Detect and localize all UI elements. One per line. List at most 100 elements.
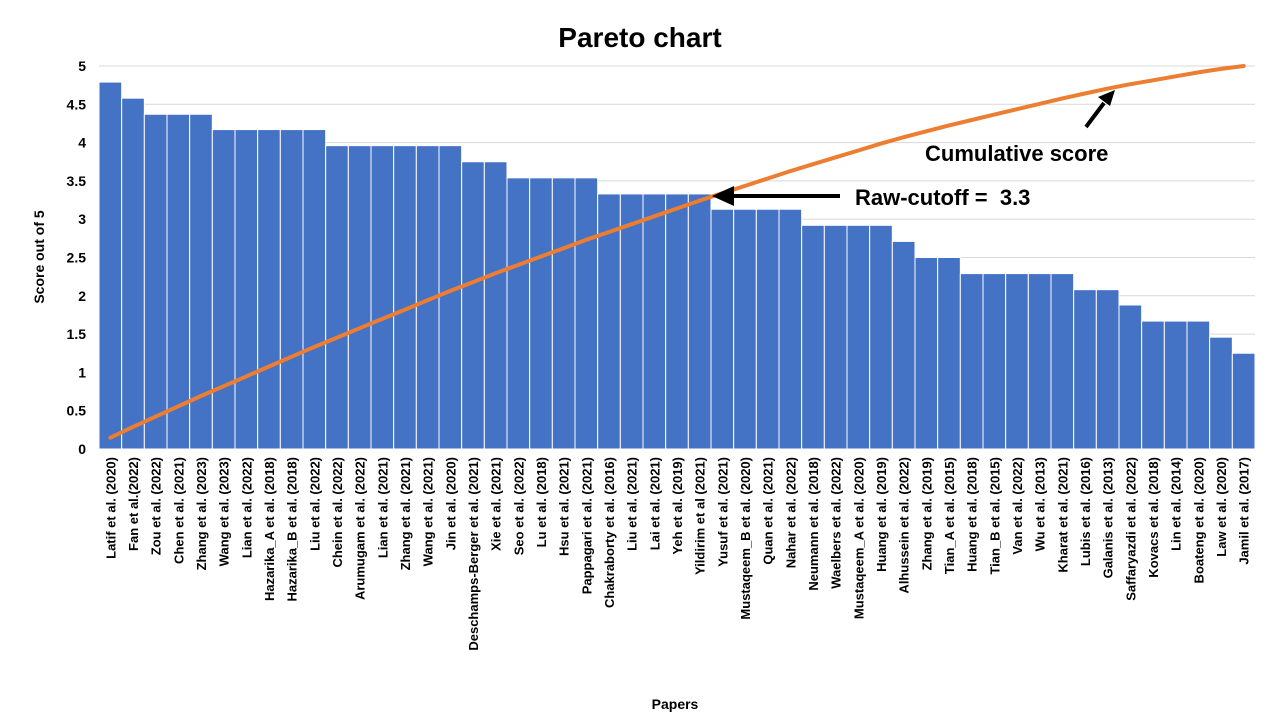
x-tick-label: Fan et al.(2022)	[126, 457, 141, 551]
bar	[846, 224, 871, 450]
y-tick-label: 0	[78, 441, 86, 457]
y-tick-label: 3	[78, 211, 86, 227]
x-tick-label: Zhang et al. (2021)	[398, 457, 413, 570]
bar	[211, 129, 236, 450]
bar	[506, 177, 531, 450]
x-tick-label: Zhang et al. (2019)	[919, 457, 934, 570]
bar	[733, 208, 757, 450]
bar	[1073, 289, 1097, 450]
x-tick-label: Galanis et al. (2013)	[1101, 457, 1116, 578]
bar	[755, 208, 780, 450]
bar	[483, 161, 508, 450]
x-tick-label: Chein et al. (2022)	[330, 457, 345, 568]
bar	[98, 81, 123, 450]
bar	[325, 145, 349, 450]
bar	[257, 129, 281, 450]
x-tick-label: Hazarika_B et al. (2018)	[285, 457, 300, 602]
y-axis-label: Score out of 5	[31, 210, 47, 304]
bar	[370, 145, 395, 450]
bar	[642, 193, 667, 450]
bar	[393, 145, 417, 450]
cumulative-arrowhead	[1098, 90, 1115, 106]
bar	[1163, 320, 1188, 450]
bar	[551, 177, 576, 450]
bar	[710, 208, 735, 450]
x-tick-label: Yeh et al. (2019)	[670, 457, 685, 555]
bar	[1141, 320, 1165, 450]
x-tick-label: Tian_B et al. (2015)	[987, 457, 1002, 575]
bar	[121, 97, 145, 450]
x-tick-label: Tian_A et al. (2015)	[942, 457, 957, 574]
bar	[166, 113, 191, 450]
x-tick-label: Jamil et al. (2017)	[1237, 457, 1252, 565]
x-tick-label: Lian et al. (2021)	[375, 457, 390, 558]
bar	[619, 193, 644, 450]
y-axis-ticks: 0 0.5 1 1.5 2 2.5 3 3.5 4 4.5 5	[67, 58, 87, 457]
bar	[1231, 352, 1256, 450]
bar	[143, 113, 168, 450]
x-tick-label: Kovacs et al. (2018)	[1146, 457, 1161, 578]
cumulative-annotation: Cumulative score	[925, 90, 1115, 166]
x-axis-label: Papers	[652, 696, 699, 712]
bar-series	[98, 81, 1256, 450]
x-tick-label: Mustaqeem_A et al. (2020)	[851, 457, 866, 619]
x-tick-label: Yusuf et al. (2021)	[715, 457, 730, 567]
bar	[823, 224, 848, 450]
bar	[982, 273, 1007, 450]
cumulative-arrow	[1084, 101, 1106, 129]
cumulative-series	[108, 64, 1246, 440]
x-tick-label: Hsu et al. (2021)	[557, 457, 572, 556]
bar	[1186, 320, 1211, 450]
bar	[665, 193, 689, 450]
y-tick-label: 4	[78, 135, 86, 151]
x-tick-label: Jin et al. (2020)	[443, 457, 458, 550]
bar	[891, 240, 916, 450]
bar	[1027, 273, 1052, 450]
x-tick-label: Chakraborty et al. (2016)	[602, 457, 617, 608]
x-tick-label: Chen et al. (2021)	[171, 457, 186, 564]
x-tick-label: Lian et al. (2022)	[239, 457, 254, 558]
bar	[1050, 273, 1075, 450]
x-tick-label: Deschamps-Berger et al. (2021)	[466, 457, 481, 651]
bar	[347, 145, 372, 450]
x-tick-label: Quan et al. (2021)	[761, 457, 776, 565]
cutoff-annotation: Raw-cutoff = 3.3	[712, 185, 1030, 210]
bar	[869, 224, 893, 450]
bar	[574, 177, 599, 450]
x-tick-label: Yildirim et al (2021)	[693, 457, 708, 575]
x-tick-label: Latif et al. (2020)	[103, 457, 118, 559]
bar	[937, 257, 961, 450]
y-tick-label: 1.5	[67, 326, 87, 342]
x-tick-label: Liu et al. (2022)	[307, 457, 322, 551]
x-tick-label: Wang et al. (2023)	[217, 457, 232, 566]
y-tick-label: 2	[78, 288, 86, 304]
x-tick-label: Hazarika_A et al. (2018)	[262, 457, 277, 601]
y-tick-label: 2.5	[67, 250, 87, 266]
x-tick-label: Lin et al. (2014)	[1169, 457, 1184, 551]
x-tick-label: Kharat et al. (2021)	[1055, 457, 1070, 573]
x-tick-label: Wu et al. (2013)	[1033, 457, 1048, 551]
x-tick-label: Van et al. (2022)	[1010, 457, 1025, 555]
x-tick-label: Waelbers et al. (2022)	[829, 457, 844, 589]
x-tick-label: Neumann et al. (2018)	[806, 457, 821, 591]
y-tick-label: 1	[78, 364, 86, 380]
x-tick-label: Lu et al. (2018)	[534, 457, 549, 547]
y-tick-label: 4.5	[67, 96, 87, 112]
bar	[529, 177, 553, 450]
x-tick-label: Xie et al. (2021)	[489, 457, 504, 551]
cutoff-label: Raw-cutoff = 3.3	[855, 185, 1030, 210]
x-tick-label: Huang et al. (2018)	[965, 457, 980, 572]
bar	[461, 161, 485, 450]
x-tick-label: Zhang et al. (2023)	[194, 457, 209, 570]
bar	[1005, 273, 1029, 450]
x-tick-label: Lai et al. (2021)	[647, 457, 662, 550]
x-tick-label: Lubis et al. (2016)	[1078, 457, 1093, 566]
x-tick-label: Pappagari et al. (2021)	[579, 457, 594, 594]
bar	[801, 224, 825, 450]
x-tick-label: Nahar et al. (2022)	[783, 457, 798, 568]
bar	[279, 129, 304, 450]
cutoff-arrowhead	[712, 186, 734, 206]
x-tick-label: Seo et al. (2022)	[511, 457, 526, 555]
cumulative-line	[108, 64, 1246, 440]
